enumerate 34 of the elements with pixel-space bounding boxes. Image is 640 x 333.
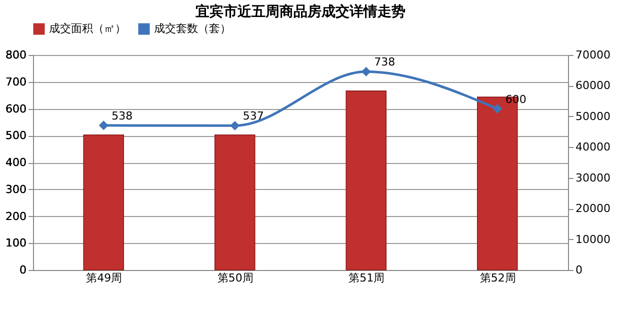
data-label: 537 — [242, 110, 264, 123]
y-tick-label: 400 — [6, 156, 26, 169]
y-tick-label: 200 — [6, 210, 26, 223]
y-tick-label: 800 — [6, 48, 26, 62]
y2-tick-label: 20000 — [576, 202, 610, 216]
point — [230, 120, 240, 130]
y-tick-label: 600 — [6, 102, 26, 116]
y-tick-label: 0 — [20, 264, 26, 276]
point — [361, 66, 371, 76]
y2-tick-label: 10000 — [576, 232, 610, 246]
data-label: 538 — [112, 109, 133, 122]
bar — [346, 90, 387, 270]
point — [98, 120, 108, 130]
y-tick-label: 700 — [6, 75, 26, 88]
y2-tick-label: 30000 — [576, 171, 610, 184]
y-tick-label: 100 — [6, 236, 26, 250]
y2-tick-label: 70000 — [576, 48, 610, 62]
y2-tick-label: 60000 — [576, 79, 610, 92]
legend-label: 成交套数（套） — [154, 22, 231, 35]
y2-tick-label: 40000 — [576, 140, 610, 154]
data-label: 738 — [374, 56, 396, 69]
x-tick-label: 第52周 — [480, 272, 516, 284]
legend-label: 成交面积（㎡） — [49, 22, 126, 35]
point — [492, 104, 502, 114]
x-tick-label: 第49周 — [86, 272, 122, 284]
x-tick-label: 第50周 — [217, 272, 254, 284]
bar — [214, 134, 256, 270]
x-tick-label: 第51周 — [348, 272, 385, 284]
bar — [83, 134, 124, 270]
y2-tick-label: 50000 — [576, 110, 610, 123]
y-tick-label: 300 — [6, 182, 26, 196]
y2-tick-label: 0 — [576, 264, 582, 276]
y-tick-label: 500 — [6, 129, 26, 142]
chart-title: 宜宾市近五周商品房成交详情走势 — [196, 3, 406, 20]
